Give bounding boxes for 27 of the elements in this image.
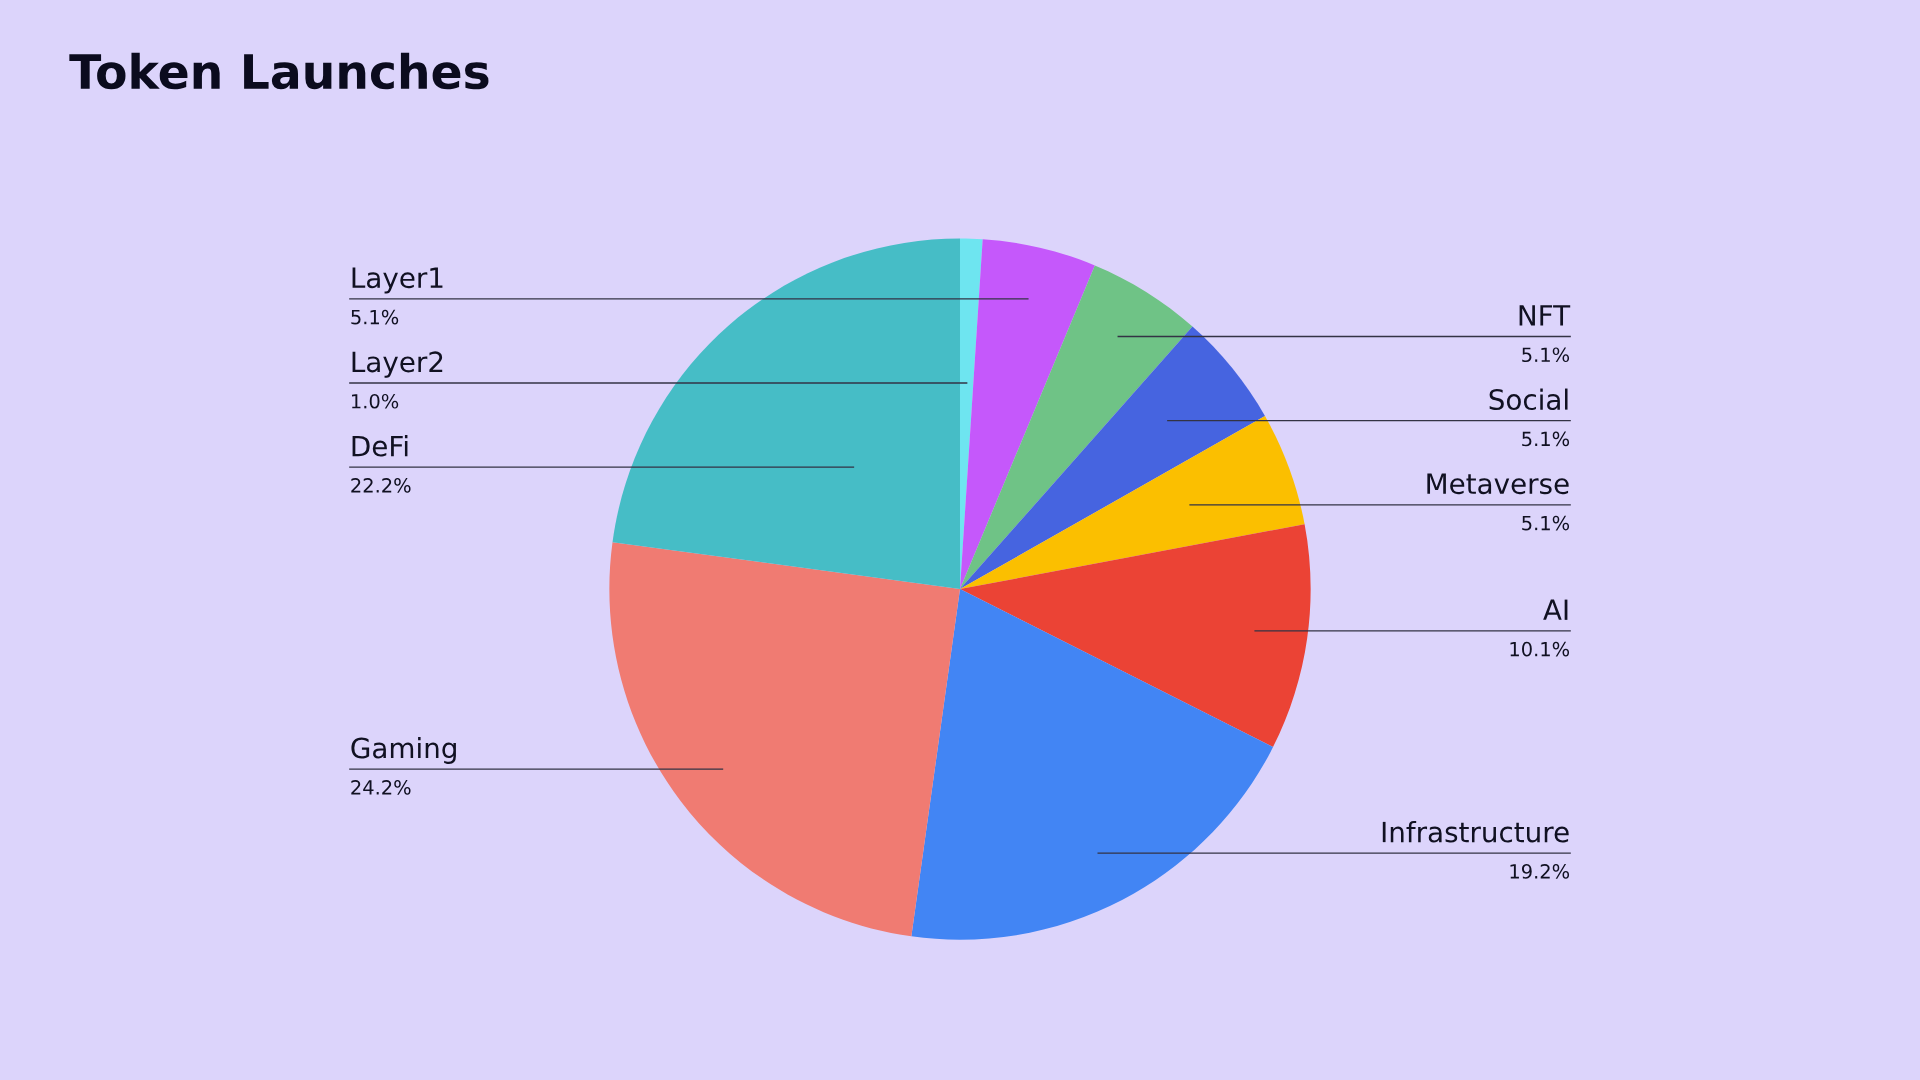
data-label: 5.1% bbox=[351, 309, 399, 325]
pie-slice bbox=[960, 265, 1193, 590]
pie-slice bbox=[612, 238, 960, 590]
pie-slice bbox=[911, 589, 1274, 940]
slice-label: DeFi bbox=[352, 435, 408, 457]
slice-label: NFT bbox=[1519, 305, 1571, 326]
data-label: 22.2% bbox=[351, 478, 411, 493]
slice-label: Layer2 bbox=[352, 351, 443, 378]
data-label: 5.1% bbox=[1522, 431, 1570, 447]
slice-label: Layer1 bbox=[352, 267, 443, 294]
pie-slice bbox=[960, 326, 1265, 590]
data-label: 24.2% bbox=[351, 780, 411, 795]
data-label: 1.0% bbox=[352, 393, 399, 409]
slice-label: Social bbox=[1489, 388, 1568, 411]
slice-label: Metaverse bbox=[1427, 473, 1569, 495]
data-label: 10.1% bbox=[1510, 641, 1570, 657]
pie-slice bbox=[960, 239, 1095, 590]
chart-title: Token Launches bbox=[69, 52, 489, 90]
data-label: 19.2% bbox=[1510, 864, 1570, 879]
slice-label: Infrastructure bbox=[1382, 821, 1569, 843]
slice-label: AI bbox=[1543, 599, 1568, 620]
pie-slice bbox=[960, 416, 1305, 590]
data-label: 5.1% bbox=[1522, 347, 1570, 363]
pie-slice bbox=[609, 542, 960, 937]
data-label: 5.1% bbox=[1522, 515, 1570, 531]
slice-label: Gaming bbox=[351, 737, 456, 764]
pie-slice bbox=[960, 524, 1311, 748]
